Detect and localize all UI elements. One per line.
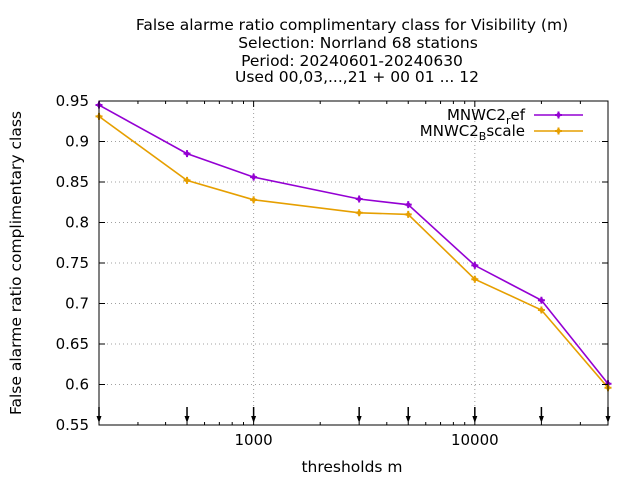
y-tick-label: 0.95: [56, 92, 89, 110]
threshold-arrow-head: [405, 416, 411, 423]
x-tick-label: 10000: [451, 431, 499, 449]
threshold-arrow-head: [184, 416, 190, 423]
data-point-dot: [184, 178, 190, 183]
threshold-arrow-head: [356, 416, 362, 423]
data-point-dot: [251, 174, 256, 180]
legend-marker-dot: [556, 112, 561, 118]
data-point-dot: [251, 197, 256, 203]
threshold-markers: [96, 407, 611, 423]
y-tick-label: 0.75: [56, 254, 89, 272]
title-line-1: False alarme ratio complimentary class f…: [136, 16, 568, 34]
y-tick-label: 0.6: [65, 376, 89, 394]
y-tick-label: 0.8: [65, 214, 89, 232]
y-tick-label: 0.9: [65, 133, 89, 151]
title-line-3: Period: 20240601-20240630: [241, 52, 463, 70]
title-line-2: Selection: Norrland 68 stations: [238, 34, 478, 52]
series-line-MNWC2_ref: [98, 104, 609, 385]
threshold-arrow-head: [538, 416, 544, 423]
y-axis-ticks: 0.55 0.6 0.65 0.7 0.75 0.8 0.85 0.9 0.95: [56, 92, 608, 434]
legend-label: MNWC2ref: [447, 106, 526, 127]
grid-lines: [99, 101, 608, 425]
x-tick-label: 1000: [235, 431, 273, 449]
y-tick-label: 0.65: [56, 335, 89, 353]
x-axis-label: thresholds m: [301, 458, 402, 476]
data-point-dot: [539, 298, 544, 303]
data-point-dot: [406, 202, 411, 207]
data-point-dot: [472, 263, 478, 268]
series-lines: [95, 101, 612, 392]
series-line-MNWC2_Bscale: [98, 115, 609, 389]
data-point-dot: [356, 196, 362, 202]
y-tick-label: 0.55: [56, 416, 89, 434]
data-point-dot: [472, 277, 478, 282]
legend-marker-dot: [556, 128, 561, 134]
y-axis-label: False alarme ratio complimentary class: [7, 111, 25, 415]
chart-title: False alarme ratio complimentary class f…: [136, 16, 568, 86]
data-point-dot: [184, 151, 190, 156]
x-axis-ticks: 1000 10000: [137, 101, 581, 449]
title-line-4: Used 00,03,...,21 + 00 01 ... 12: [235, 68, 479, 86]
data-point-dot: [539, 307, 544, 313]
legend-label: MNWC2Bscale: [420, 122, 525, 143]
data-point-dot: [406, 212, 411, 217]
data-point-dot: [356, 210, 362, 215]
y-tick-label: 0.85: [56, 173, 89, 191]
y-tick-label: 0.7: [65, 295, 89, 313]
